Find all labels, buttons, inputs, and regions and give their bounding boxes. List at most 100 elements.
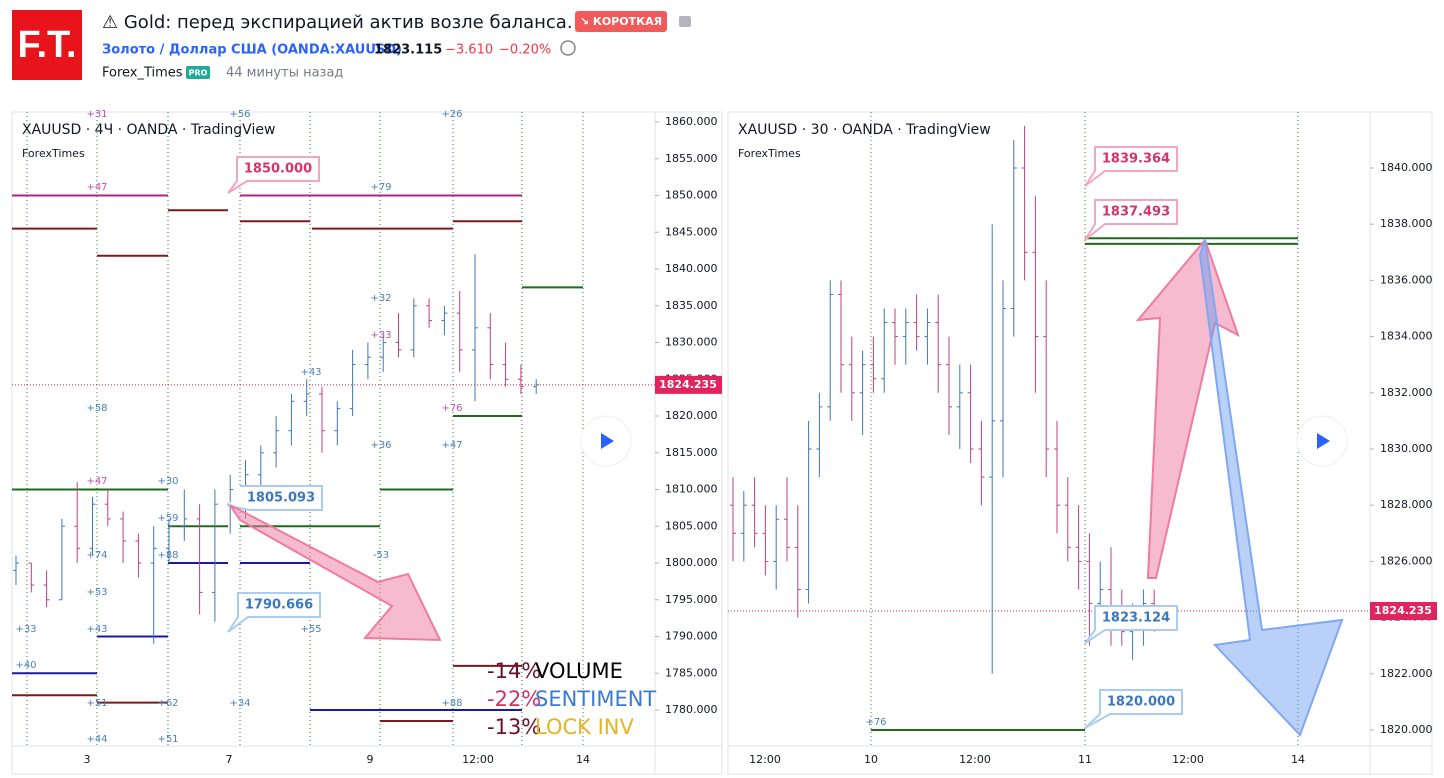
level-marker: +32 — [370, 293, 391, 304]
level-marker: +34 — [229, 698, 250, 709]
level-marker: +56 — [229, 109, 250, 120]
pro-badge — [186, 66, 210, 79]
level-marker: +33 — [370, 330, 391, 341]
level-marker: +47 — [86, 182, 107, 193]
y-tick-label: 1832.000 — [1380, 386, 1433, 399]
level-marker: +36 — [370, 440, 391, 451]
y-tick-label: 1850.000 — [665, 189, 718, 202]
level-marker: +40 — [15, 660, 36, 671]
level-marker: +76 — [441, 403, 462, 414]
price: 1823.115 — [374, 43, 442, 58]
y-tick-label: 1790.000 — [665, 630, 718, 643]
overlay-text: VOLUME — [535, 659, 623, 683]
y-tick-label: 1845.000 — [665, 225, 718, 238]
overlay-pct: -22% — [487, 687, 541, 711]
callout-text: 1820.000 — [1107, 695, 1175, 710]
y-tick-label: 1795.000 — [665, 593, 718, 606]
x-tick-label: 9 — [367, 753, 374, 766]
y-tick-label: 1820.000 — [1380, 723, 1433, 736]
overlay-text: LOCK INV — [535, 715, 634, 739]
time: 44 минуты назад — [226, 66, 343, 81]
x-tick-label: 12:00 — [959, 753, 991, 766]
chart-label: XAUUSD · 30 · OANDA · TradingView — [738, 122, 991, 138]
y-tick-label: 1828.000 — [1380, 498, 1433, 511]
pro-text: PRO — [189, 69, 208, 78]
last-price-tag — [1370, 601, 1437, 620]
callout-bubble — [1084, 605, 1178, 644]
clock-icon — [560, 40, 576, 56]
play-icon — [1317, 433, 1330, 449]
arrow — [1198, 239, 1344, 737]
level-marker: +30 — [157, 476, 178, 487]
overlay-text: SENTIMENT — [535, 687, 656, 711]
play-icon — [601, 433, 614, 449]
callout-text: 1805.093 — [247, 491, 315, 506]
y-tick-label: 1840.000 — [1380, 161, 1433, 174]
callout-bubble — [1084, 689, 1183, 729]
level-marker: +76 — [865, 717, 886, 728]
callout-bubble — [1084, 146, 1178, 187]
y-tick-label: 1785.000 — [665, 666, 718, 679]
idea-title: ⚠ Gold: перед экспирацией актив возле ба… — [102, 12, 573, 33]
x-tick-label: 10 — [864, 753, 878, 766]
badge-text: ↘ КОРОТКАЯ — [580, 15, 662, 28]
level-marker: +26 — [441, 109, 462, 120]
y-tick-label: 1834.000 — [1380, 330, 1433, 343]
logo[interactable] — [12, 10, 82, 80]
author[interactable]: Forex_Times — [102, 66, 183, 81]
callout-bubble — [227, 592, 321, 633]
level-marker: +62 — [157, 698, 178, 709]
level-marker: -53 — [373, 550, 389, 561]
level-marker: +88 — [441, 698, 462, 709]
level-marker: +51 — [86, 698, 107, 709]
y-tick-label: 1830.000 — [665, 336, 718, 349]
y-tick-label: 1860.000 — [665, 115, 718, 128]
level-marker: +47 — [441, 440, 462, 451]
level-marker: +59 — [157, 513, 178, 524]
chart-label: XAUUSD · 4Ч · OANDA · TradingView — [22, 122, 275, 138]
y-tick-label: 1800.000 — [665, 556, 718, 569]
y-tick-label: 1835.000 — [665, 299, 718, 312]
y-tick-label: 1815.000 — [665, 446, 718, 459]
arrow — [1135, 238, 1240, 579]
x-tick-label: 3 — [84, 753, 91, 766]
level-marker: +58 — [86, 403, 107, 414]
level-marker: +88 — [157, 550, 178, 561]
logo-text: F.T. — [17, 24, 76, 66]
x-tick-label: 11 — [1078, 753, 1092, 766]
x-tick-label: 12:00 — [1172, 753, 1204, 766]
y-tick-label: 1840.000 — [665, 262, 718, 275]
y-tick-label: 1836.000 — [1380, 273, 1433, 286]
symbol[interactable]: Золото / Доллар США (OANDA:XAUUSD) — [102, 43, 402, 58]
x-tick-label: 14 — [1291, 753, 1305, 766]
y-tick-label: 1855.000 — [665, 152, 718, 165]
level-marker: +33 — [15, 624, 36, 635]
chart-source: ForexTimes — [22, 147, 85, 160]
callout-text: 1837.493 — [1102, 205, 1170, 220]
level-marker: +79 — [370, 182, 391, 193]
y-tick-label: 1780.000 — [665, 703, 718, 716]
overlay-pct: -14% — [487, 659, 541, 683]
level-marker: +53 — [86, 587, 107, 598]
y-tick-label: 1822.000 — [1380, 667, 1433, 680]
y-tick-label: 1805.000 — [665, 519, 718, 532]
callout-text: 1839.364 — [1102, 152, 1170, 167]
last-price-tag — [655, 375, 722, 394]
level-marker: +44 — [86, 734, 107, 745]
badge — [575, 11, 667, 32]
x-tick-label: 14 — [576, 753, 590, 766]
y-tick-label: 1826.000 — [1380, 554, 1433, 567]
x-tick-label: 12:00 — [462, 753, 494, 766]
x-tick-label: 12:00 — [749, 753, 781, 766]
overlay-pct: -13% — [487, 715, 541, 739]
callout-bubble — [227, 485, 323, 511]
callout-text: 1823.124 — [1102, 611, 1170, 626]
last-price-label: 1824.235 — [659, 378, 717, 391]
y-tick-label: 1820.000 — [665, 409, 718, 422]
x-tick-label: 7 — [226, 753, 233, 766]
level-marker: +47 — [86, 476, 107, 487]
level-marker: +55 — [300, 624, 321, 635]
arrow — [229, 504, 442, 642]
level-marker: +51 — [157, 734, 178, 745]
